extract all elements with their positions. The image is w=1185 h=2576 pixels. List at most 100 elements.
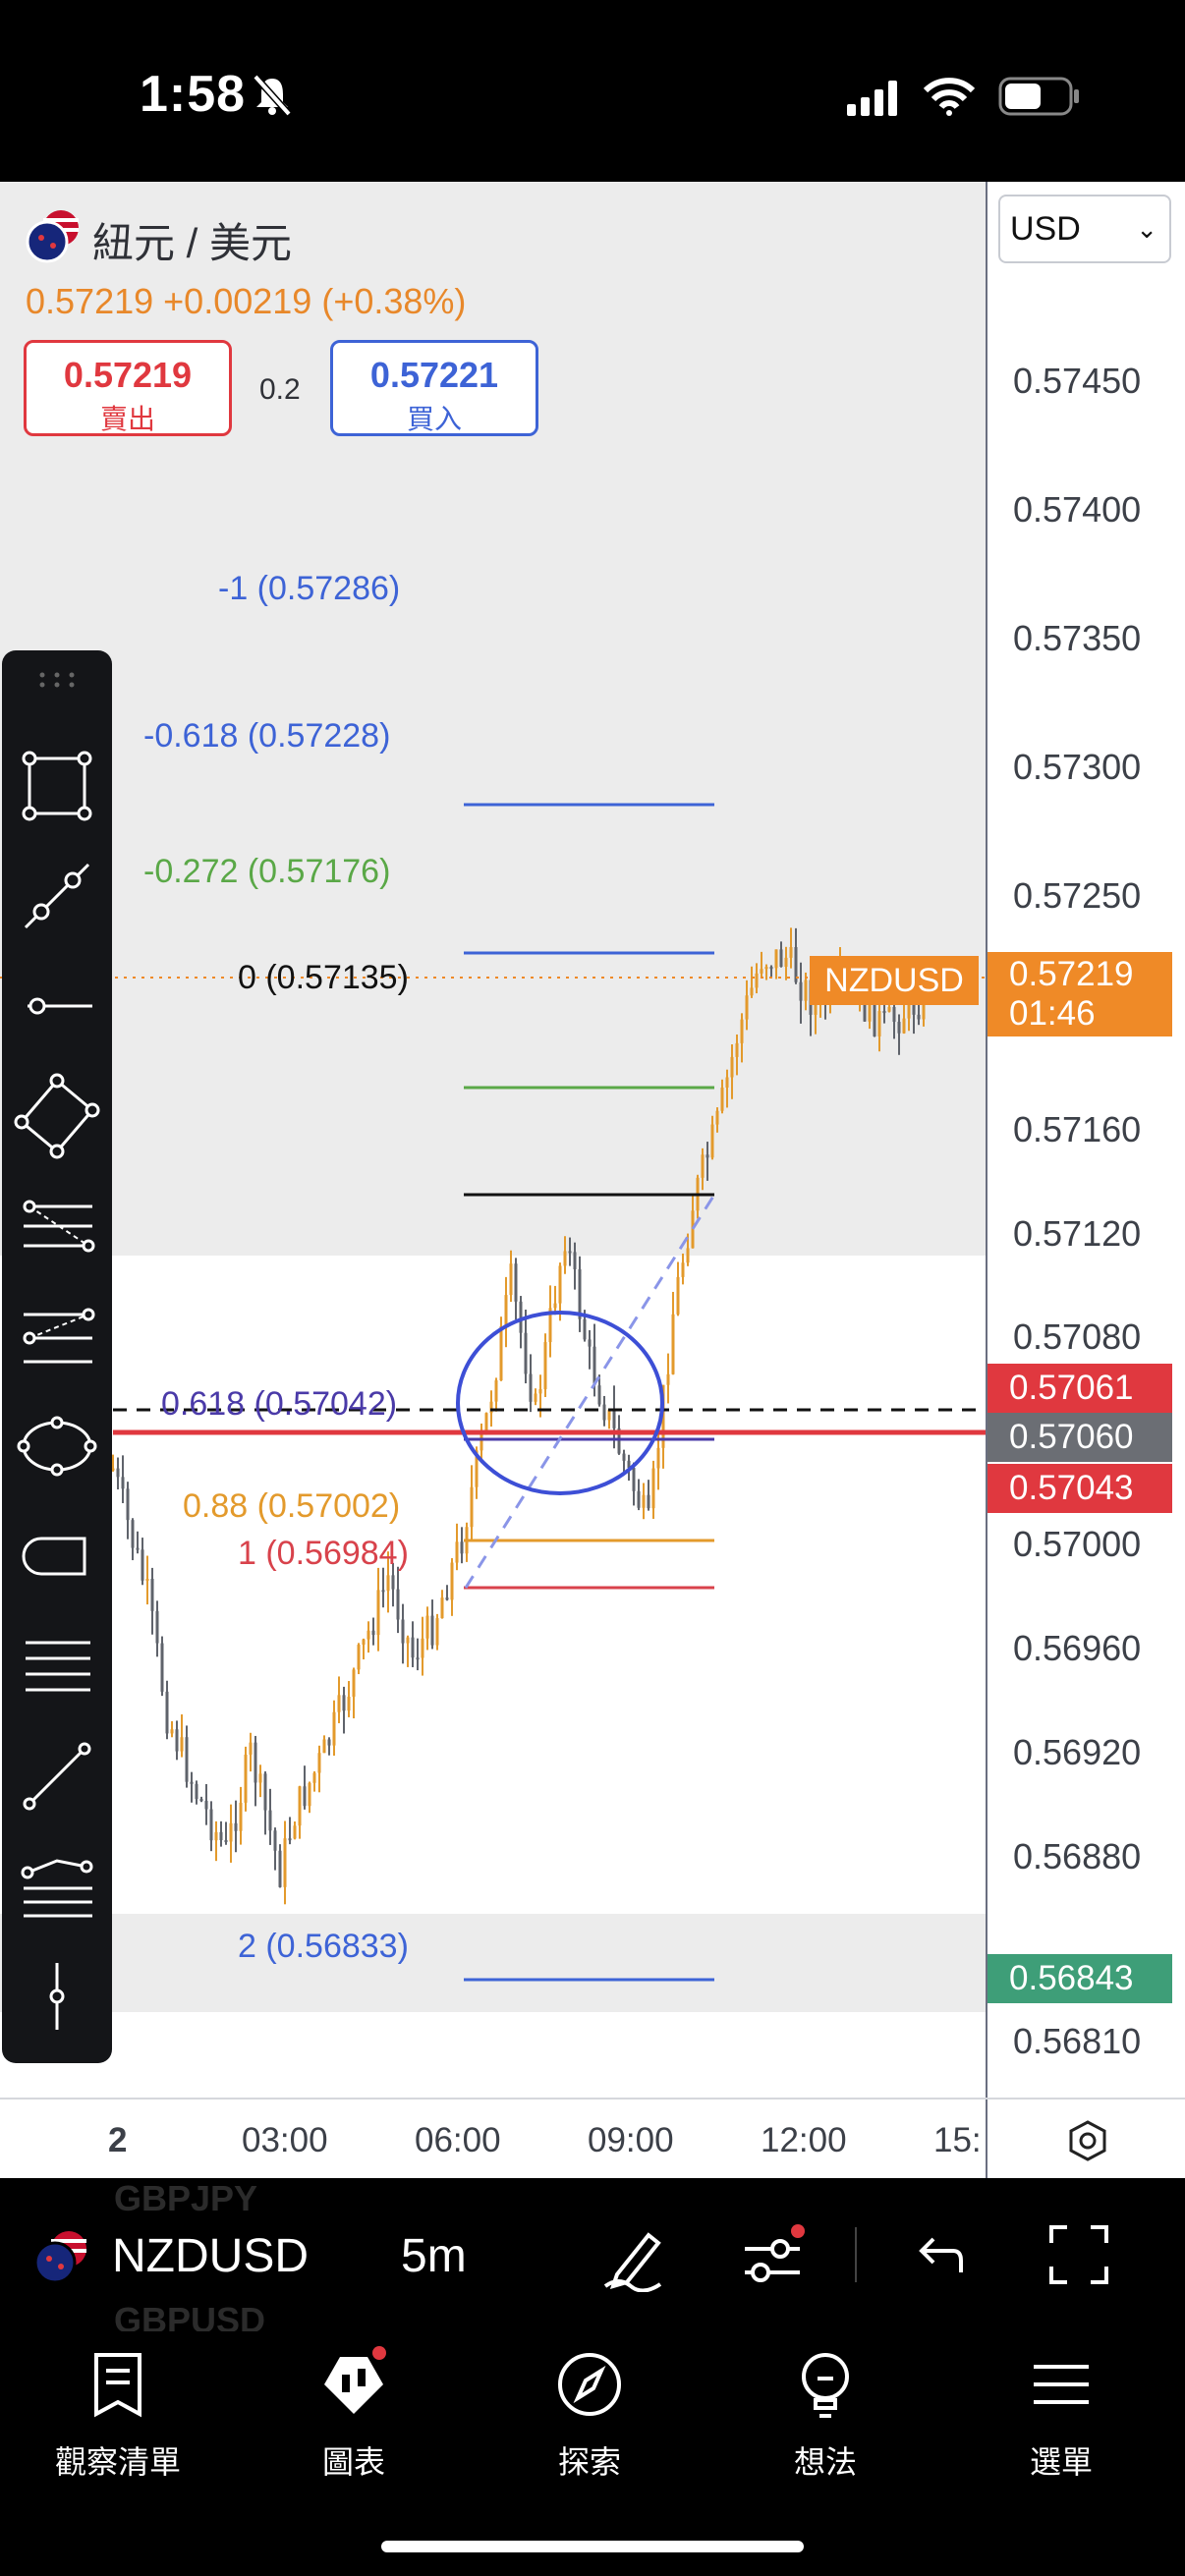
- time-label: 2: [108, 2121, 128, 2159]
- tab-menu[interactable]: 選單: [943, 2331, 1179, 2508]
- undo-icon[interactable]: [910, 2229, 965, 2284]
- candle-body: [799, 981, 803, 1001]
- ellipse-tool-icon[interactable]: [14, 1403, 100, 1489]
- candle-body: [303, 1786, 307, 1807]
- tab-ideas[interactable]: 想法: [707, 2331, 943, 2508]
- candle-body: [195, 1783, 198, 1800]
- fib-label: 0.88 (0.57002): [183, 1487, 401, 1525]
- candle-body: [671, 1314, 675, 1374]
- candle-body: [406, 1637, 410, 1644]
- candle-body: [534, 1393, 537, 1402]
- pitchfork-tool-icon[interactable]: [14, 1843, 100, 1930]
- trendline-tool-icon[interactable]: [14, 853, 100, 939]
- candle-body: [489, 1401, 493, 1414]
- time-label: 03:00: [242, 2121, 328, 2159]
- drag-handle-icon[interactable]: [37, 670, 77, 690]
- draw-pen-icon[interactable]: [599, 2221, 668, 2292]
- candle-body: [367, 1630, 370, 1640]
- candle-body: [234, 1822, 238, 1831]
- nzd-usd-flag-icon[interactable]: [33, 2229, 88, 2284]
- fib-label: 0 (0.57135): [238, 959, 409, 996]
- candle-body: [907, 993, 911, 1019]
- price-chart[interactable]: [0, 182, 986, 2098]
- candle-body: [735, 1042, 739, 1057]
- parallelogram-tool-icon[interactable]: [14, 1073, 100, 1159]
- drawing-toolbar: [2, 650, 112, 2063]
- candle-body: [607, 1409, 611, 1421]
- last-price-tag-value: 0.57219: [1009, 955, 1134, 993]
- price-change-pct: (+0.38%): [321, 281, 467, 321]
- candle-body: [475, 1450, 479, 1487]
- vertical-line-tool-icon[interactable]: [14, 1953, 100, 2040]
- candle-body: [244, 1754, 248, 1803]
- callout-tool-icon[interactable]: [14, 1513, 100, 1599]
- candle-body: [622, 1453, 626, 1461]
- candle-body: [538, 1388, 542, 1394]
- tab-label: 想法: [793, 2444, 857, 2480]
- candle-body: [411, 1637, 415, 1658]
- price-tag-red: 0.57061: [988, 1364, 1172, 1413]
- candle-body: [357, 1645, 361, 1670]
- fib-label: 0.618 (0.57042): [161, 1385, 398, 1423]
- candle-body: [470, 1486, 474, 1528]
- candle-body: [573, 1252, 577, 1269]
- fib-label: 2 (0.56833): [238, 1928, 409, 1965]
- menu-icon: [1034, 2365, 1089, 2404]
- fib-extension-tool-icon[interactable]: [14, 1293, 100, 1379]
- sell-button[interactable]: 0.57219 賣出: [24, 340, 232, 436]
- candle-body: [730, 1056, 734, 1078]
- candle-body: [352, 1669, 356, 1698]
- candle-body: [592, 1346, 596, 1386]
- tab-label: 圖表: [321, 2444, 385, 2480]
- candle-body: [715, 1110, 719, 1125]
- symbol-quote: 0.57219 +0.00219 (+0.38%): [26, 281, 466, 322]
- home-indicator: [381, 2541, 804, 2552]
- horizontal-ray-tool-icon[interactable]: [14, 963, 100, 1049]
- candle-body: [170, 1729, 174, 1734]
- nzd-usd-flag-icon: [26, 210, 79, 263]
- battery-icon: [998, 77, 1079, 116]
- fib-trendline[interactable]: [464, 1194, 716, 1589]
- candle-body: [760, 969, 763, 974]
- tab-watchlist[interactable]: 觀察清單: [0, 2331, 236, 2508]
- candle-body: [499, 1325, 503, 1381]
- currency-select[interactable]: USD ⌄: [998, 195, 1171, 263]
- rectangle-tool-icon[interactable]: [14, 743, 100, 829]
- candle-body: [917, 1014, 921, 1020]
- candle-body: [455, 1541, 459, 1563]
- candle-body: [814, 1003, 818, 1015]
- candle-body: [563, 1251, 567, 1266]
- last-price: 0.57219: [26, 281, 154, 321]
- candle-body: [764, 967, 768, 970]
- indicators-icon[interactable]: [739, 2221, 810, 2292]
- status-bar: 1:58: [0, 0, 1185, 182]
- candle-body: [258, 1773, 262, 1783]
- price-axis-label: 0.57120: [1013, 1213, 1142, 1254]
- bell-off-icon: [253, 74, 292, 116]
- fullscreen-icon[interactable]: [1047, 2223, 1110, 2286]
- candle-body: [877, 1011, 881, 1036]
- tab-chart[interactable]: 圖表: [236, 2331, 472, 2508]
- buy-label: 買入: [406, 404, 462, 434]
- ellipse-drawing[interactable]: [456, 1311, 664, 1495]
- price-axis[interactable]: USD ⌄ 0.57450 0.57400 0.57350 0.57300 0.…: [986, 182, 1185, 2098]
- chart-area[interactable]: [0, 182, 986, 2098]
- parallel-channel-tool-icon[interactable]: [14, 1623, 100, 1709]
- buy-button[interactable]: 0.57221 買入: [330, 340, 538, 436]
- time-axis[interactable]: 2 03:00 06:00 09:00 12:00 15:: [0, 2098, 1185, 2180]
- candle-body: [710, 1124, 714, 1158]
- candle-body: [740, 1019, 744, 1043]
- interval-button[interactable]: 5m: [401, 2230, 467, 2282]
- candle-body: [543, 1342, 547, 1389]
- candle-body: [421, 1638, 424, 1658]
- candle-body: [362, 1639, 366, 1646]
- candle-body: [425, 1615, 429, 1639]
- line-tool-icon[interactable]: [14, 1733, 100, 1820]
- axis-settings-button[interactable]: [986, 2100, 1185, 2180]
- price-axis-label: 0.57000: [1013, 1524, 1142, 1564]
- candle-body: [445, 1597, 449, 1600]
- signal-icon: [847, 81, 897, 116]
- tab-explore[interactable]: 探索: [472, 2331, 707, 2508]
- fib-retracement-tool-icon[interactable]: [14, 1183, 100, 1269]
- symbol-button[interactable]: NZDUSD: [112, 2230, 309, 2282]
